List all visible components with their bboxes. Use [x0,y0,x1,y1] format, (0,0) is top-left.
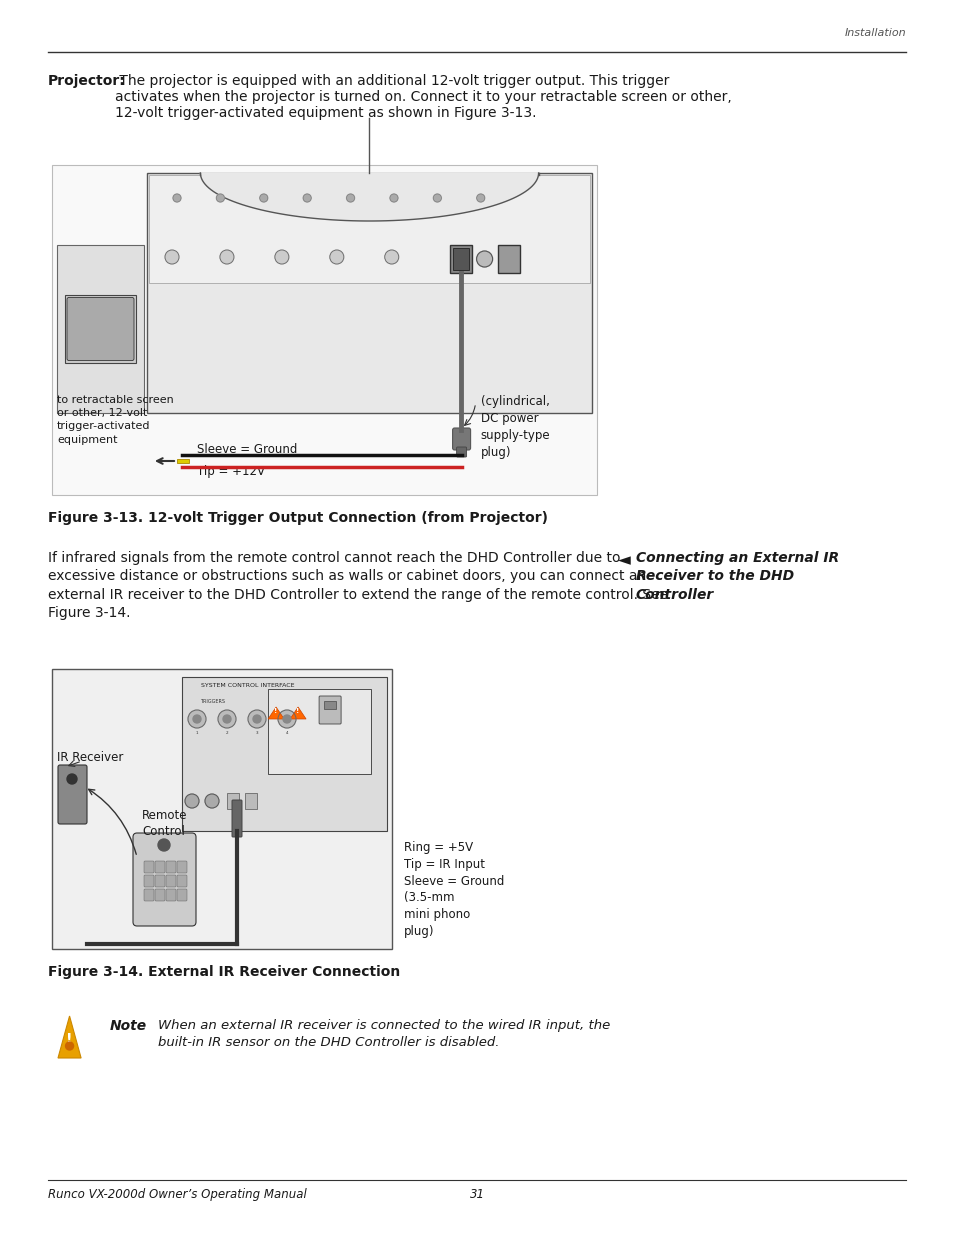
Circle shape [433,194,441,203]
FancyBboxPatch shape [182,677,387,831]
Circle shape [220,249,233,264]
FancyBboxPatch shape [452,248,468,270]
Text: !: ! [296,708,299,714]
FancyBboxPatch shape [144,861,153,873]
FancyBboxPatch shape [132,832,195,926]
Circle shape [274,249,289,264]
Polygon shape [58,1016,81,1058]
FancyBboxPatch shape [318,697,341,724]
FancyBboxPatch shape [52,669,392,948]
Polygon shape [268,706,284,719]
Text: Installation: Installation [843,28,905,38]
Circle shape [66,1042,73,1050]
FancyBboxPatch shape [449,245,471,273]
FancyBboxPatch shape [149,175,589,283]
FancyBboxPatch shape [177,861,187,873]
Circle shape [205,794,219,808]
FancyBboxPatch shape [67,298,133,361]
Text: 2: 2 [226,731,228,735]
Text: Figure 3-13. 12-volt Trigger Output Connection (from Projector): Figure 3-13. 12-volt Trigger Output Conn… [48,511,547,525]
Circle shape [277,710,295,727]
Circle shape [188,710,206,727]
FancyBboxPatch shape [166,861,175,873]
Text: IR Receiver: IR Receiver [57,751,123,764]
Text: 4: 4 [286,731,288,735]
Circle shape [330,249,343,264]
Text: (3.5-mm
mini phono
plug): (3.5-mm mini phono plug) [403,890,470,939]
Circle shape [384,249,398,264]
FancyBboxPatch shape [57,245,144,412]
Text: Remote
Control: Remote Control [142,809,188,839]
Text: !: ! [274,708,277,714]
FancyBboxPatch shape [177,459,189,463]
Text: Tip = +12V: Tip = +12V [196,466,265,478]
Text: Sleeve = Ground: Sleeve = Ground [196,443,297,456]
Polygon shape [200,173,538,221]
Text: Note: Note [110,1019,147,1032]
Text: 3: 3 [255,731,258,735]
Circle shape [67,774,77,784]
FancyBboxPatch shape [147,173,592,412]
Circle shape [346,194,355,203]
FancyBboxPatch shape [154,876,165,887]
Circle shape [283,715,291,722]
Text: ◄: ◄ [618,551,630,569]
Circle shape [172,194,181,203]
Text: If infrared signals from the remote control cannot reach the DHD Controller due : If infrared signals from the remote cont… [48,551,667,620]
Text: Projector:: Projector: [48,74,126,88]
Text: to retractable screen
or other, 12-volt
trigger-activated
equipment: to retractable screen or other, 12-volt … [57,395,173,445]
Text: 31: 31 [469,1188,484,1200]
Circle shape [158,839,170,851]
Circle shape [476,251,492,267]
Circle shape [253,715,261,722]
Circle shape [259,194,268,203]
FancyBboxPatch shape [154,861,165,873]
FancyBboxPatch shape [177,876,187,887]
Circle shape [218,710,235,727]
FancyBboxPatch shape [497,245,519,273]
Text: !: ! [66,1032,72,1046]
FancyBboxPatch shape [52,165,597,495]
Text: When an external IR receiver is connected to the wired IR input, the
built-in IR: When an external IR receiver is connecte… [158,1019,610,1049]
FancyBboxPatch shape [177,889,187,902]
Circle shape [476,194,484,203]
Text: SYSTEM CONTROL INTERFACE: SYSTEM CONTROL INTERFACE [201,683,294,688]
Text: (cylindrical,
DC power
supply-type
plug): (cylindrical, DC power supply-type plug) [480,395,550,459]
FancyBboxPatch shape [452,429,470,450]
Text: TRIGGERS: TRIGGERS [200,699,225,704]
FancyBboxPatch shape [324,701,335,709]
Circle shape [185,794,199,808]
FancyBboxPatch shape [456,447,466,457]
FancyBboxPatch shape [166,889,175,902]
Text: Ring = +5V
Tip = IR Input
Sleeve = Ground: Ring = +5V Tip = IR Input Sleeve = Groun… [403,841,504,888]
FancyBboxPatch shape [144,876,153,887]
Text: Figure 3-14. External IR Receiver Connection: Figure 3-14. External IR Receiver Connec… [48,965,400,979]
FancyBboxPatch shape [245,793,256,809]
Text: Connecting an External IR
Receiver to the DHD
Controller: Connecting an External IR Receiver to th… [636,551,839,601]
FancyBboxPatch shape [154,889,165,902]
FancyBboxPatch shape [268,689,370,773]
Circle shape [223,715,231,722]
Polygon shape [290,706,306,719]
FancyBboxPatch shape [232,800,242,837]
Circle shape [165,249,179,264]
Circle shape [303,194,311,203]
Circle shape [193,715,201,722]
FancyBboxPatch shape [166,876,175,887]
Circle shape [390,194,397,203]
Circle shape [248,710,266,727]
Text: 1: 1 [195,731,198,735]
Text: Runco VX-2000d Owner’s Operating Manual: Runco VX-2000d Owner’s Operating Manual [48,1188,307,1200]
FancyBboxPatch shape [227,793,239,809]
Circle shape [216,194,224,203]
FancyBboxPatch shape [144,889,153,902]
FancyBboxPatch shape [65,295,136,363]
FancyBboxPatch shape [58,764,87,824]
Text: The projector is equipped with an additional 12-volt trigger output. This trigge: The projector is equipped with an additi… [115,74,731,120]
